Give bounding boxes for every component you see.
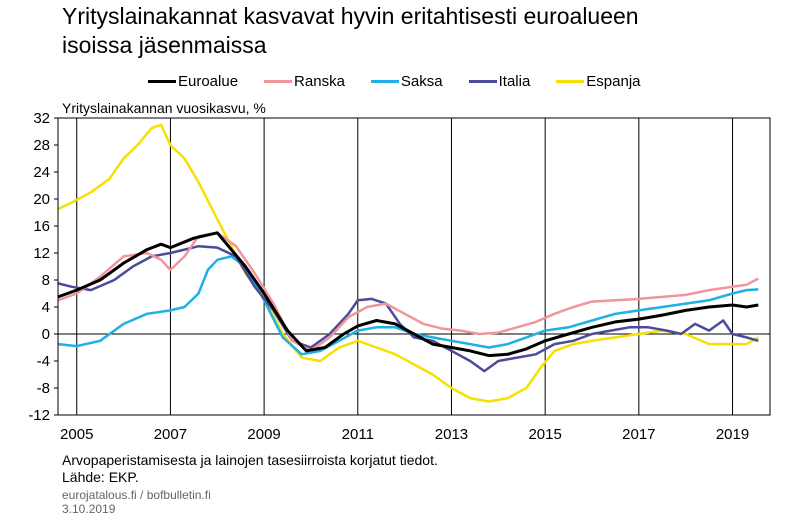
y-tick-label: 12 xyxy=(33,245,50,262)
legend-label: Ranska xyxy=(294,72,345,90)
legend-label: Italia xyxy=(498,72,531,90)
y-tick-label: -4 xyxy=(37,353,50,370)
y-tick-label: 32 xyxy=(33,110,50,127)
y-tick-label: -8 xyxy=(37,380,50,397)
legend-swatch xyxy=(468,79,497,83)
plot-frame xyxy=(57,117,771,416)
x-tick-label: 2019 xyxy=(716,426,749,443)
series-line-euroalue xyxy=(57,231,759,358)
legend-swatch xyxy=(556,79,585,83)
y-tick-label: 4 xyxy=(42,299,50,316)
series-line-italia xyxy=(57,244,759,373)
legend-item-ranska: Ranska xyxy=(264,73,345,90)
date-label: 3.10.2019 xyxy=(62,502,116,516)
x-tick-label: 2007 xyxy=(154,426,187,443)
legend-swatch xyxy=(148,79,176,83)
x-tick-label: 2017 xyxy=(622,426,655,443)
x-tick-label: 2009 xyxy=(247,426,280,443)
legend-item-saksa: Saksa xyxy=(370,72,443,90)
legend-swatch xyxy=(370,79,399,83)
x-tick-label: 2005 xyxy=(60,426,93,443)
legend-swatch xyxy=(264,79,293,83)
y-tick-label: 0 xyxy=(42,326,50,343)
y-tick-label: 16 xyxy=(33,218,50,235)
y-tick-label: 20 xyxy=(33,191,50,208)
y-tick-label: 24 xyxy=(33,164,50,181)
legend: Euroalue Ranska Saksa Italia Espanja xyxy=(148,70,667,92)
site-label: eurojatalous.fi / bofbulletin.fi xyxy=(62,488,211,502)
y-axis-label: Yrityslainakannan vuosikasvu, % xyxy=(62,100,266,116)
legend-label: Euroalue xyxy=(178,72,239,90)
series-line-saksa xyxy=(57,255,759,356)
legend-item-espanja: Espanja xyxy=(556,72,641,90)
y-tick-label: -12 xyxy=(28,407,50,424)
series-line-ranska xyxy=(57,231,759,353)
source-block: eurojatalous.fi / bofbulletin.fi 3.10.20… xyxy=(62,488,438,516)
x-tick-label: 2011 xyxy=(342,426,374,443)
footer: Arvopaperistamisesta ja lainojen tasesii… xyxy=(62,452,438,516)
chart-title: Yrityslainakannat kasvavat hyvin eritaht… xyxy=(62,3,639,58)
legend-item-italia: Italia xyxy=(468,72,531,90)
footnote: Arvopaperistamisesta ja lainojen tasesii… xyxy=(62,452,438,485)
legend-label: Saksa xyxy=(400,72,443,90)
x-tick-label: 2013 xyxy=(435,426,468,443)
y-tick-label: 8 xyxy=(42,272,50,289)
x-tick-label: 2015 xyxy=(528,426,561,443)
legend-item-euroalue: Euroalue xyxy=(148,73,238,90)
series-line-espanja xyxy=(57,123,759,403)
y-tick-label: 28 xyxy=(33,137,50,154)
legend-label: Espanja xyxy=(586,72,641,90)
